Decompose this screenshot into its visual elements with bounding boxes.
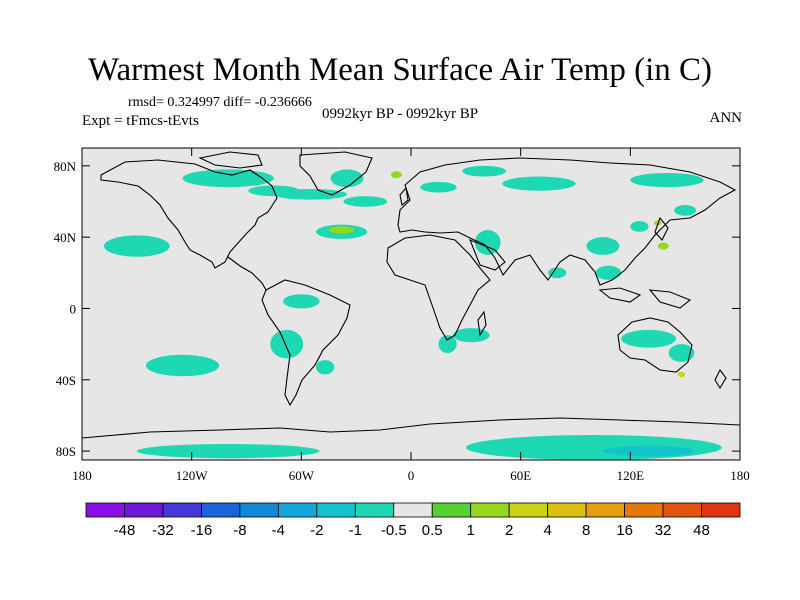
anomaly-region: [136, 443, 320, 459]
anomaly-region: [273, 189, 348, 200]
colorbar-label: -0.5: [381, 522, 407, 539]
lon-label: 120W: [176, 468, 209, 483]
colorbar-swatch: [393, 502, 433, 518]
lat-label: 0: [70, 301, 77, 316]
colorbar-label: -16: [191, 522, 213, 539]
anomaly-region: [145, 354, 220, 377]
colorbar-label: 2: [505, 522, 513, 539]
anomaly-region: [548, 267, 567, 279]
colorbar-label: 0.5: [422, 522, 443, 539]
colorbar-swatch: [162, 502, 202, 518]
colorbar-label: 32: [655, 522, 672, 539]
colorbar-label: 4: [543, 522, 551, 539]
colorbar-swatch: [508, 502, 549, 518]
map-background: [82, 148, 740, 460]
colorbar-label: -4: [272, 522, 285, 539]
colorbar-swatch: [701, 502, 741, 518]
anomaly-region: [462, 165, 507, 177]
colorbar-label: -48: [114, 522, 136, 539]
anomaly-region: [677, 371, 686, 378]
anomaly-region: [453, 328, 490, 343]
lat-label: 40S: [56, 373, 76, 388]
lat-label: 80N: [54, 159, 77, 174]
lon-label: 180: [72, 468, 92, 483]
lon-label: 180: [730, 468, 750, 483]
colorbar-swatch: [201, 502, 241, 518]
anomaly-region: [438, 335, 457, 354]
experiment-label: Expt = tFmcs-tEvts: [82, 113, 199, 129]
anomaly-region: [674, 205, 697, 216]
lon-axis: 180 120W 60W 0 60E 120E 180: [72, 148, 750, 483]
colorbar-label: 16: [616, 522, 633, 539]
anomaly-region: [328, 226, 355, 234]
anomaly-region: [630, 172, 704, 188]
lat-label: 80S: [56, 444, 76, 459]
lon-label: 60W: [289, 468, 315, 483]
colorbar-label: 1: [467, 522, 475, 539]
anomaly-region: [420, 181, 457, 193]
plot-title: Warmest Month Mean Surface Air Temp (in …: [87, 52, 713, 88]
lon-label: 120E: [617, 468, 645, 483]
lon-label: 0: [408, 468, 415, 483]
anomaly-region: [390, 171, 402, 179]
anomaly-region: [602, 445, 695, 457]
colorbar-swatch: [662, 502, 702, 518]
colorbar-label: 8: [582, 522, 590, 539]
colorbar-swatch: [277, 502, 318, 518]
colorbar: -48 -32 -16 -8 -4 -2 -1 -0.5 0.5 1 2 4 8 16 32 48: [85, 502, 741, 539]
colorbar-swatch: [85, 502, 125, 518]
anomaly-region: [586, 237, 620, 255]
season-label: ANN: [709, 110, 743, 126]
anomaly-region: [668, 344, 695, 362]
colorbar-swatch: [585, 502, 625, 518]
anomaly-region: [630, 221, 649, 232]
anomaly-region: [474, 230, 501, 255]
colorbar-label: -2: [310, 522, 323, 539]
stats-line: rmsd= 0.324997 diff= -0.236666: [128, 95, 312, 110]
anomaly-region: [330, 169, 364, 188]
anomaly-region: [595, 265, 622, 280]
map-area: 80N 40N 0 40S 80S 180 120W 60W 0 60E 120E 180: [54, 147, 750, 483]
colorbar-label: -32: [152, 522, 174, 539]
colorbar-label: -8: [233, 522, 246, 539]
colorbar-label: -1: [349, 522, 362, 539]
period-label: 0992kyr BP - 0992kyr BP: [322, 106, 479, 122]
colorbar-label: 48: [693, 522, 710, 539]
anomaly-layer: [103, 165, 722, 460]
coastlines: [81, 151, 741, 439]
colorbar-swatch: [354, 502, 395, 518]
colorbar-swatch: [470, 502, 510, 518]
anomaly-region: [621, 329, 677, 348]
anomaly-region: [657, 242, 669, 250]
anomaly-region: [502, 176, 576, 191]
anomaly-region: [465, 435, 722, 460]
lon-label: 60E: [510, 468, 531, 483]
anomaly-region: [103, 235, 170, 257]
anomaly-region: [343, 196, 388, 207]
lat-label: 40N: [54, 230, 77, 245]
anomaly-region: [182, 169, 274, 188]
lat-axis: 80N 40N 0 40S 80S: [54, 159, 740, 459]
anomaly-region: [315, 360, 335, 375]
colorbar-swatch: [124, 502, 164, 518]
anomaly-region: [270, 329, 304, 359]
colorbar-swatch: [431, 502, 472, 518]
colorbar-swatch: [316, 502, 356, 518]
colorbar-swatch: [624, 502, 664, 518]
colorbar-swatch: [239, 502, 279, 518]
colorbar-swatch: [547, 502, 587, 518]
anomaly-region: [283, 294, 320, 309]
